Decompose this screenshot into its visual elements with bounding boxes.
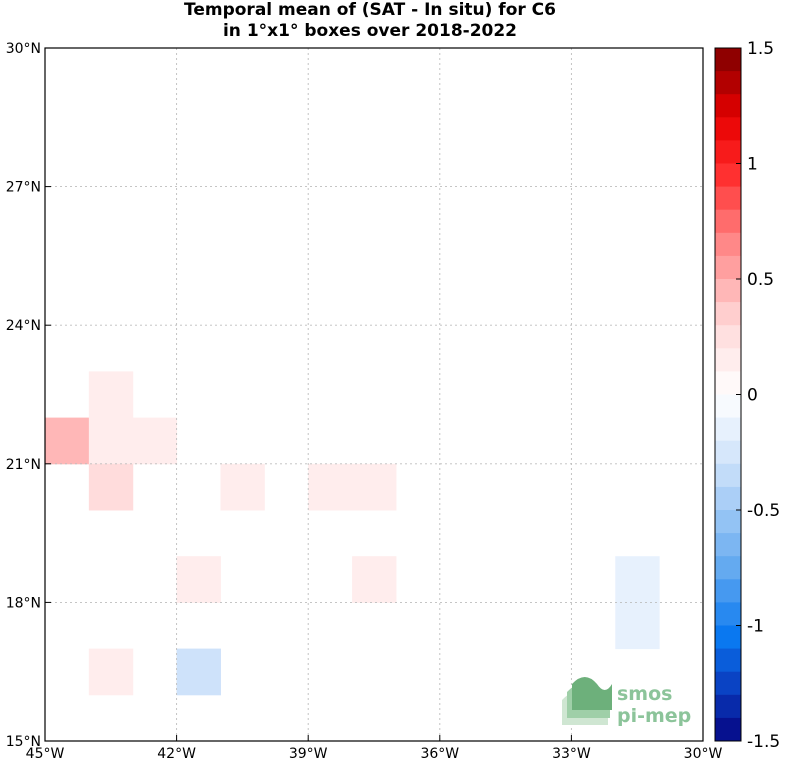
colorbar-segment [715, 394, 741, 418]
logo-waves-icon [562, 677, 612, 725]
colorbar-segment [715, 648, 741, 673]
chart-title-line-1: Temporal mean of (SAT - In situ) for C6 [184, 0, 556, 20]
x-tick-label: 33°W [552, 746, 591, 762]
colorbar-segment [715, 486, 741, 511]
colorbar-segment [715, 94, 741, 118]
colorbar-segment [715, 371, 741, 395]
y-tick-label: 24°N [6, 318, 41, 334]
heatmap-cell [45, 417, 90, 465]
colorbar-tick-label: 0 [747, 386, 758, 406]
colorbar-segment [715, 510, 741, 534]
colorbar-segment [715, 440, 741, 465]
colorbar-segment [715, 325, 741, 349]
y-tick-label: 30°N [6, 41, 41, 57]
plot-frame [44, 47, 704, 742]
colorbar-segment [715, 209, 741, 234]
grid-lines [45, 48, 703, 741]
heatmap-cell [176, 648, 221, 696]
colorbar-segment [715, 302, 741, 326]
y-axis: 15°N 18°N 21°N 24°N 27°N 30°N [6, 41, 51, 750]
colorbar-tick-label: 1.5 [747, 39, 774, 59]
heatmap-cell [308, 463, 353, 511]
colorbar-segment [715, 71, 741, 95]
x-tick-label: 36°W [420, 746, 459, 762]
colorbar: 1.5 1 0.5 0 -0.5 -1 -1.5 [714, 39, 780, 752]
colorbar-segment [715, 694, 741, 719]
heatmap-cell [352, 556, 397, 603]
colorbar-tick-label: -1 [747, 617, 764, 637]
x-tick-label: 42°W [157, 746, 196, 762]
colorbar-tick-label: 0.5 [747, 270, 774, 290]
colorbar-segment [715, 117, 741, 141]
colorbar-segment [715, 625, 741, 649]
colorbar-segment [715, 279, 741, 303]
logo-text-pi-mep: pi-mep [617, 705, 691, 727]
colorbar-segment [715, 186, 741, 211]
colorbar-segment [715, 48, 741, 72]
y-tick-label: 21°N [6, 457, 41, 473]
x-tick-label: 30°W [684, 746, 723, 762]
logo-text-smos: smos [617, 683, 672, 705]
chart-title-line-2: in 1°x1° boxes over 2018-2022 [222, 21, 518, 41]
heatmap-cell [88, 417, 134, 465]
colorbar-tick-label: -1.5 [747, 732, 780, 752]
colorbar-segment [715, 579, 741, 603]
colorbar-segment [715, 417, 741, 442]
x-axis: 45°W 42°W 39°W 36°W 33°W 30°W [26, 735, 723, 762]
colorbar-segment [715, 163, 741, 187]
y-tick-label: 27°N [6, 180, 41, 196]
colorbar-segment [715, 348, 741, 372]
heatmap-cell [615, 556, 660, 603]
heatmap-cell [88, 371, 134, 419]
colorbar-segment [715, 533, 741, 557]
chart-title: Temporal mean of (SAT - In situ) for C6 … [0, 0, 740, 42]
heatmap-cell [352, 463, 397, 511]
heatmap-cell [615, 602, 660, 650]
heatmap-cell [88, 648, 134, 696]
y-tick-label: 18°N [6, 595, 41, 611]
x-tick-label: 39°W [289, 746, 328, 762]
colorbar-segment [715, 232, 741, 257]
heatmap-cell [220, 463, 265, 511]
colorbar-segment [715, 556, 741, 580]
colorbar-segment [715, 602, 741, 626]
colorbar-tick-label: 1 [747, 155, 758, 175]
colorbar-segment [715, 255, 741, 280]
colorbar-segment [715, 463, 741, 488]
data-cells [45, 371, 660, 696]
colorbar-segment [715, 671, 741, 696]
colorbar-tick-label: -0.5 [747, 501, 780, 521]
colorbar-segment [715, 140, 741, 164]
x-tick-label: 45°W [26, 746, 65, 762]
heatmap-cell [176, 556, 221, 603]
colorbar-segment [715, 717, 741, 742]
smos-pi-mep-logo: smos pi-mep [562, 677, 691, 727]
y-tick-label: 15°N [6, 734, 41, 750]
heatmap-cell [132, 417, 178, 465]
heatmap-cell [88, 463, 134, 511]
